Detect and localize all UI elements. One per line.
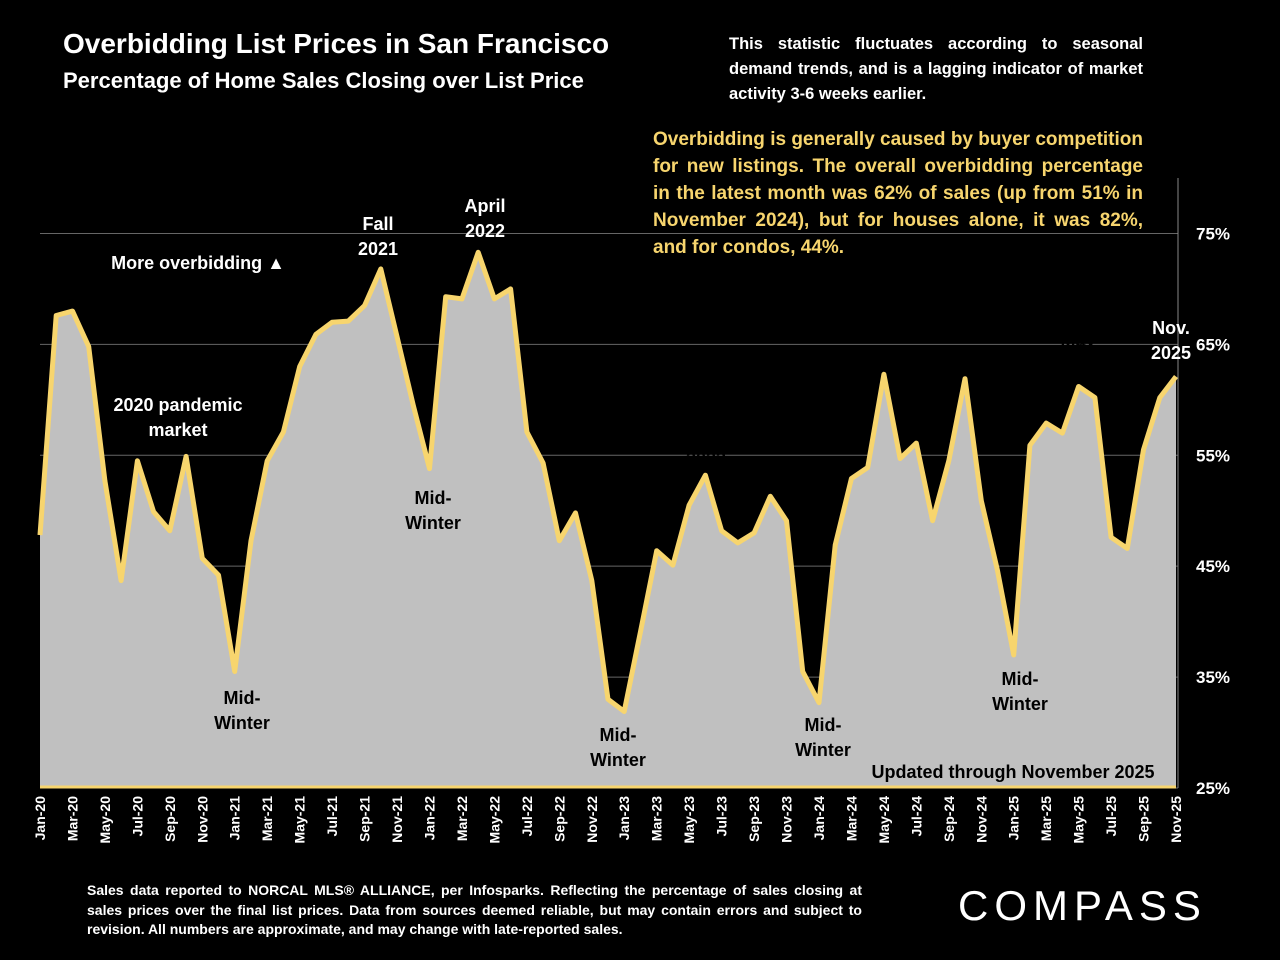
x-tick-label: Jul-22 [519,796,535,837]
y-tick-label: 75% [1196,224,1230,243]
x-tick-label: Jul-25 [1103,796,1119,837]
source-note: Sales data reported to NORCAL MLS® ALLIA… [87,882,862,937]
x-tick-label: May-25 [1071,796,1087,844]
x-tick-label: Jul-21 [324,796,340,837]
x-tick-label: Jan-21 [227,796,243,841]
y-tick-label: 45% [1196,557,1230,576]
line [37,249,1178,714]
x-tick-label: Jan-24 [811,796,827,841]
note: This statistic fluctuates according to s… [729,35,1143,103]
x-tick-label: Sep-21 [357,796,373,842]
x-tick-label: Mar-25 [1038,796,1054,841]
x-tick-label: Mar-23 [649,796,665,841]
y-tick-label: 55% [1196,446,1230,465]
annotation: April 2022 [464,196,506,241]
y-tick-label: 35% [1196,668,1230,687]
x-tick-label: Jul-20 [129,796,145,837]
x-tick-label: Nov-24 [973,796,989,843]
x-tick-label: Jan-22 [421,796,437,841]
annotation: 2020 pandemic market [113,395,243,440]
x-tick-label: May-20 [97,796,113,844]
x-tick-label: May-21 [292,796,308,844]
x-tick-label: Nov-20 [194,796,210,843]
chart-subtitle: Percentage of Home Sales Closing over Li… [63,68,584,93]
x-tick-label: Mar-24 [843,796,859,841]
x-tick-label: May-23 [681,796,697,844]
x-tick-label: Mar-21 [259,796,275,841]
x-tick-label: Jul-24 [908,796,924,837]
annotation: June 2023 [684,424,727,469]
annotation: Mid-Winter [405,488,461,533]
annotation: Mid-Winter [214,688,270,733]
x-tick-label: Sep-20 [162,796,178,842]
x-tick-label: Jul-23 [714,796,730,837]
area-fill [40,252,1176,789]
x-tick-label: Sep-25 [1136,796,1152,842]
x-tick-label: Jan-20 [32,796,48,841]
x-tick-label: Sep-23 [746,796,762,842]
y-tick-label: 65% [1196,335,1230,354]
x-tick-label: Mar-20 [64,796,80,841]
annotation: Updated through November 2025 [871,762,1155,782]
x-tick-label: Jan-23 [616,796,632,841]
x-tick-label: Jan-25 [1006,796,1022,841]
annotation: Oct. 2023 [752,436,794,481]
x-tick-label: Nov-21 [389,796,405,843]
x-tick-label: May-22 [486,796,502,844]
x-tick-label: Nov-23 [779,796,795,843]
annotation: Mid-Winter [590,725,646,770]
annotation: Fall 2021 [357,214,399,259]
annotation: Mid-Winter [795,715,851,760]
annotation: May 2025 [1057,330,1099,375]
x-tick-label: Nov-25 [1168,796,1184,843]
note-highlight: Overbidding is generally caused by buyer… [653,129,1143,258]
annotation: More overbidding ▲ [111,253,285,273]
chart-title: Overbidding List Prices in San Francisco [63,28,610,59]
x-tick-label: May-24 [876,796,892,844]
annotation: May 2024 [865,318,907,363]
x-tick-label: Nov-22 [584,796,600,843]
x-tick-label: Sep-22 [551,796,567,842]
brand-logo: COMPASS [958,882,1207,929]
annotation: Oct. 2024 [947,322,989,367]
x-tick-label: Sep-24 [941,796,957,842]
x-tick-label: Mar-22 [454,796,470,841]
annotation: Mid-Winter [992,669,1048,714]
annotation: Nov. 2025 [1150,318,1192,363]
y-tick-label: 25% [1196,779,1230,798]
